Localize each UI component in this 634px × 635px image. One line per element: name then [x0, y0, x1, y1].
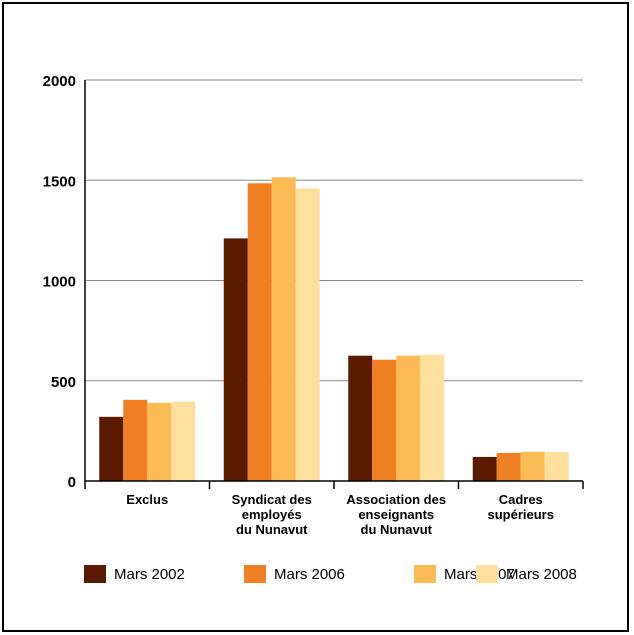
legend-label: Mars 2006 [274, 566, 345, 583]
bar [420, 354, 445, 481]
bar [348, 355, 373, 481]
y-tick-label: 1000 [43, 274, 76, 291]
x-category-label: Exclus [126, 492, 168, 507]
legend-swatch [84, 565, 106, 583]
gridlines [85, 79, 583, 382]
axes [84, 80, 584, 489]
bar [171, 401, 196, 481]
legend-swatch [414, 565, 436, 583]
bar [99, 416, 124, 481]
y-tick-labels: 0 500 1000 1500 2000 [43, 73, 76, 491]
x-category-label: Cadres supérieurs [488, 492, 554, 522]
bar [472, 456, 497, 481]
bar [123, 399, 148, 481]
legend-swatch [244, 565, 266, 583]
bar [147, 402, 172, 481]
x-category-label: Association des enseignants du Nunavut [346, 492, 446, 537]
bar [496, 452, 521, 481]
x-category-labels: Exclus Syndicat des employés du Nunavut Asso… [126, 492, 554, 537]
bar [544, 451, 569, 481]
bar [247, 183, 272, 481]
y-tick-label: 1500 [43, 173, 76, 190]
bar [271, 177, 296, 481]
y-tick-label: 0 [68, 474, 76, 491]
bar [223, 238, 248, 481]
y-tick-label: 2000 [43, 73, 76, 90]
bars [99, 177, 569, 481]
legend-label: Mars 2008 [506, 566, 577, 583]
y-tick-label: 500 [51, 374, 76, 391]
legend-swatch [476, 565, 498, 583]
bar [520, 451, 545, 481]
bar [295, 188, 320, 481]
legend-label: Mars 2002 [114, 566, 185, 583]
bar [372, 359, 397, 481]
x-category-label: Syndicat des employés du Nunavut [232, 492, 312, 537]
bar [396, 355, 421, 481]
